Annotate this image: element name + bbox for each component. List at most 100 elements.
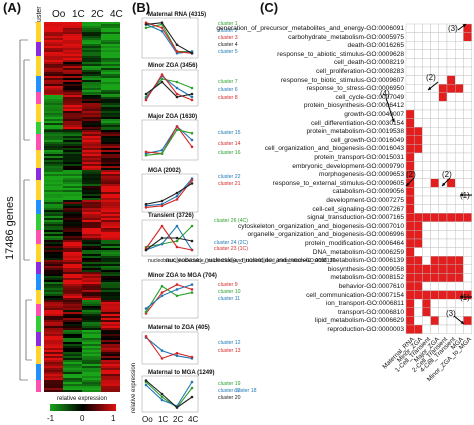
profiles-panel: Maternal RNA (4315) cluster 1 cluster 2 … xyxy=(130,0,335,425)
profile-line-4-3 xyxy=(145,237,193,251)
profile-title-major-zga: Major ZGA (1630) xyxy=(148,114,198,120)
profile-point xyxy=(160,73,164,76)
profile-point xyxy=(175,125,179,128)
go-cell xyxy=(438,299,448,309)
heatmap-col-4c: 4C xyxy=(110,9,123,20)
profile-line-5-2 xyxy=(145,284,193,310)
go-cell xyxy=(430,109,440,119)
profile-point xyxy=(160,349,164,352)
panel-label-c: (C) xyxy=(260,0,279,15)
go-cell xyxy=(463,316,472,326)
profile-point xyxy=(190,380,194,384)
go-cell xyxy=(405,58,415,68)
go-cell xyxy=(438,187,448,197)
profile-point xyxy=(175,288,179,291)
profile-point xyxy=(144,26,148,30)
profile-point xyxy=(175,406,179,409)
profile-frame-1 xyxy=(141,69,199,107)
go-row-label: metabolism-GO:0008152 xyxy=(330,274,404,282)
go-cell xyxy=(463,230,472,240)
go-row-label: protein_metabolism-GO:0019538 xyxy=(306,128,405,136)
go-cell xyxy=(438,195,448,205)
go-cell xyxy=(454,49,464,59)
go-row-label: lipid_metabolism-GO:0006629 xyxy=(314,317,404,325)
go-cell xyxy=(430,178,440,188)
cluster-color-strip xyxy=(36,22,41,392)
go-cell xyxy=(446,256,456,266)
profile-point xyxy=(144,206,148,209)
go-cell xyxy=(430,281,440,291)
go-cell xyxy=(446,118,456,128)
go-cell xyxy=(454,41,464,51)
go-cell xyxy=(446,75,456,85)
profile-line-5-1 xyxy=(145,285,193,313)
profile-point xyxy=(175,86,179,90)
go-cell xyxy=(454,118,464,128)
profile-line-4-0 xyxy=(145,225,193,248)
go-cell xyxy=(463,41,472,51)
go-cell xyxy=(422,212,431,222)
profile-cluster-16: cluster 16 xyxy=(218,150,241,156)
profile-point xyxy=(144,379,148,382)
heatmap-cells xyxy=(44,22,120,392)
panel-label-a: (A) xyxy=(3,0,22,15)
profile-point xyxy=(175,351,179,355)
go-row-label: DNA_metabolism-GO:0006259 xyxy=(312,248,404,256)
annotation-arrowhead xyxy=(428,86,432,90)
profile-point xyxy=(175,191,179,195)
go-cell xyxy=(438,212,448,222)
profile-cluster-20: cluster 20 xyxy=(218,395,241,401)
go-cell xyxy=(438,324,448,334)
go-cell xyxy=(463,161,472,171)
profile-cluster-8: cluster 8 xyxy=(218,95,238,101)
profile-cluster-2: cluster 2 xyxy=(218,28,238,34)
profile-cluster-13: cluster 13 xyxy=(218,348,241,354)
go-cell xyxy=(446,230,456,240)
go-cell xyxy=(413,92,423,102)
go-row-label: cell_organization_and_biogenesis-GO:0016… xyxy=(264,145,404,153)
go-cell xyxy=(454,204,464,214)
annotation-arrowhead xyxy=(460,295,464,299)
go-cell xyxy=(438,256,448,266)
go-cell xyxy=(430,212,440,222)
profile-point xyxy=(175,198,179,201)
go-cell xyxy=(405,101,415,111)
profile-frame-7 xyxy=(141,375,199,413)
go-cell xyxy=(422,221,431,231)
go-cell xyxy=(454,264,464,274)
go-cell xyxy=(430,264,440,274)
go-cell xyxy=(413,273,423,283)
profile-point xyxy=(144,98,148,102)
go-cell xyxy=(446,32,456,42)
go-row-label: reproduction-GO:0000003 xyxy=(327,326,404,333)
go-row-label: cell_proliferation-GO:0008283 xyxy=(316,68,404,75)
profile-point xyxy=(160,80,164,84)
profile-cluster-10: cluster 10 xyxy=(218,289,241,295)
go-cell xyxy=(430,92,440,102)
go-cell xyxy=(430,118,440,128)
profile-line-7-2 xyxy=(145,380,193,409)
annotation-arrow xyxy=(385,97,395,123)
heatmap-col-2c: 2C xyxy=(91,9,104,20)
go-cell xyxy=(430,238,440,248)
profile-point xyxy=(144,335,148,338)
go-cell xyxy=(454,307,464,317)
profile-point xyxy=(190,283,194,286)
go-cell xyxy=(430,144,440,154)
go-cell xyxy=(422,256,431,266)
profile-point xyxy=(190,145,194,149)
annotation-arrowhead xyxy=(442,182,446,186)
go-row-label: embryonic_development-GO:0009790 xyxy=(292,162,404,170)
go-row-label: response_to_stress-GO:0006950 xyxy=(306,85,405,93)
go-cell xyxy=(405,316,415,326)
go-cell xyxy=(430,101,440,111)
profile-line-4-2 xyxy=(145,225,193,251)
go-cell xyxy=(454,212,464,222)
go-cell xyxy=(430,256,440,266)
go-cell xyxy=(446,195,456,205)
go-row-label: catabolism-GO:0009056 xyxy=(332,188,404,196)
annotation-1-signal: (1) xyxy=(460,191,470,200)
go-cell xyxy=(454,221,464,231)
go-cell xyxy=(413,152,423,162)
go-row-label: generation_of_precursor_metabolites_and_… xyxy=(216,25,404,32)
